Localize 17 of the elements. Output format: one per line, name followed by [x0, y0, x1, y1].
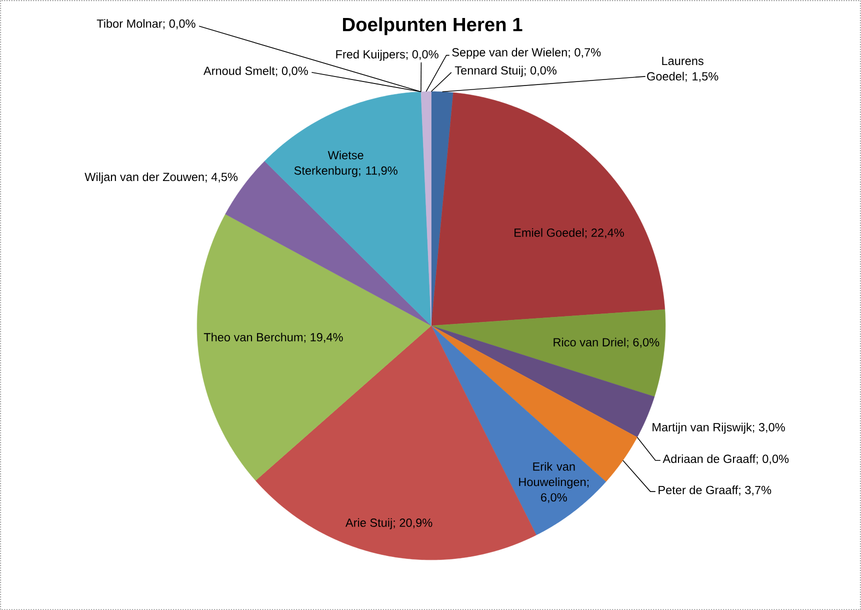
data-label: Erik van Houwelingen; 6,0%	[519, 462, 589, 503]
chart-title: Doelpunten Heren 1	[343, 17, 522, 36]
text: Tennard Stuij; 0,0%	[454, 66, 556, 77]
text: Tibor Molnar; 0,0%	[96, 19, 196, 30]
data-label: Arie Stuij; 20,9%	[345, 518, 432, 530]
text: Adriaan de Graaff; 0,0%	[662, 454, 789, 464]
data-label: Seppe van der Wielen; 0,7%	[452, 48, 601, 59]
text: Arnoud Smelt; 0,0%	[203, 66, 308, 76]
data-label: Wiljan van der Zouwen; 4,5%	[84, 172, 238, 184]
text: Fred Kuijpers; 0,0%	[336, 50, 438, 61]
data-label: Emiel Goedel; 22,4%	[514, 228, 624, 238]
data-label: Peter de Graaff; 3,7%	[658, 485, 772, 496]
data-label: Theo van Berchum; 19,4%	[204, 332, 343, 343]
data-label: Martijn van Rijswijk; 3,0%	[652, 422, 785, 434]
data-label: Wietse Sterkenburg; 11,9%	[294, 150, 398, 177]
data-label: Laurens Goedel; 1,5%	[647, 56, 718, 82]
data-label: Rico van Driel; 6,0%	[554, 338, 660, 348]
